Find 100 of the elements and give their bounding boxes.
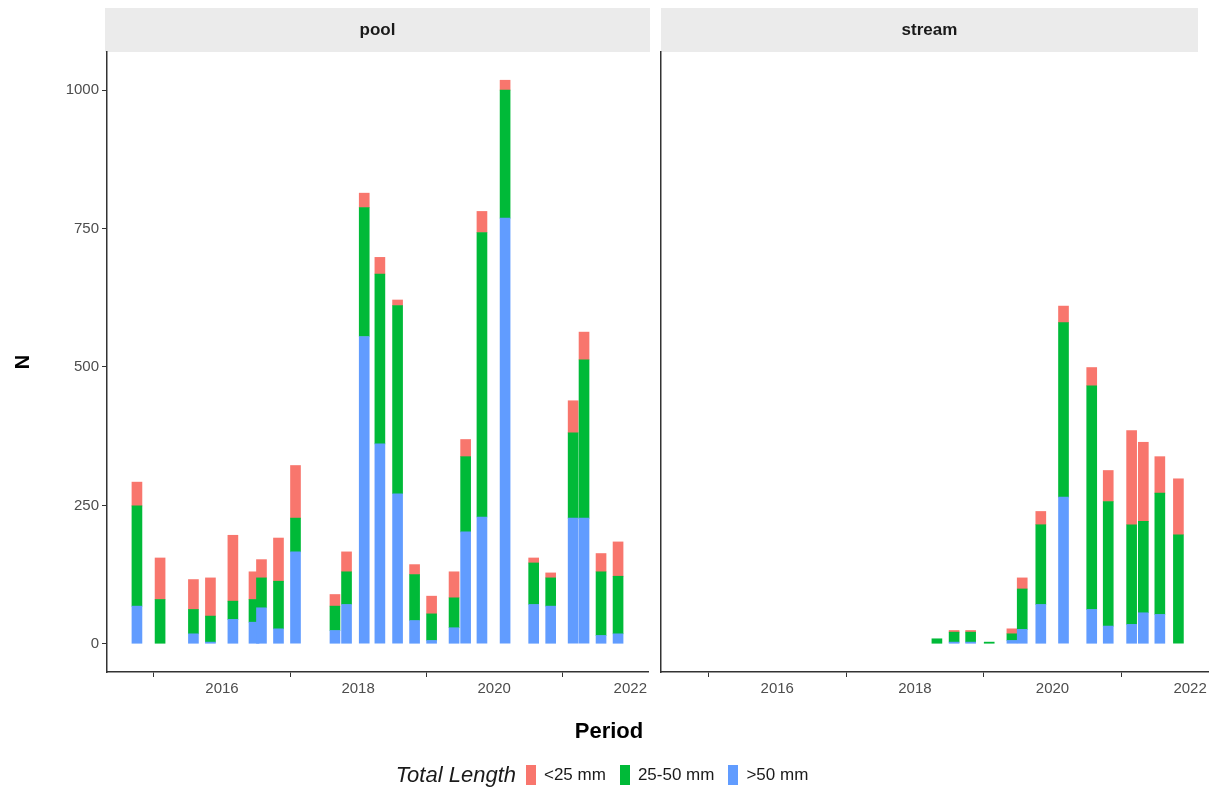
x-axis-title: Period (573, 718, 645, 744)
bar (595, 635, 607, 644)
bar (1058, 322, 1069, 498)
bar (545, 572, 557, 579)
bar (227, 534, 239, 602)
bar (358, 207, 370, 337)
bar (290, 551, 301, 644)
chart-title: stream (661, 8, 1198, 52)
bar (528, 557, 540, 564)
x-tick-label: 2016 (205, 679, 239, 697)
bar (154, 557, 166, 600)
bar (205, 577, 216, 617)
bar (528, 604, 540, 644)
x-tick-label: 2022 (1173, 679, 1207, 697)
x-tick-label: 2020 (1035, 679, 1070, 697)
bar (273, 628, 284, 644)
bar (1006, 633, 1018, 641)
bar (612, 633, 624, 644)
bar (290, 465, 301, 519)
bar (476, 232, 488, 518)
bar (1058, 496, 1069, 644)
x-tick-label: 2022 (613, 679, 647, 697)
bar (1086, 609, 1098, 644)
y-tick-label: 500 (73, 357, 99, 375)
bar (358, 336, 370, 644)
x-tick-label: 2018 (898, 679, 932, 697)
bar (545, 605, 557, 644)
bar (1058, 305, 1069, 324)
x-tick-label: 2016 (760, 679, 794, 697)
bar (341, 571, 352, 605)
bar (476, 516, 488, 644)
bar (341, 551, 352, 573)
y-tick-label: 750 (73, 218, 99, 236)
bar (392, 305, 403, 495)
bar (460, 439, 471, 457)
bar (448, 571, 460, 599)
bar (392, 493, 403, 644)
bar (499, 217, 511, 644)
bar (426, 613, 437, 641)
bar (931, 638, 943, 644)
bar (374, 273, 386, 445)
bar (1086, 385, 1098, 610)
bar (227, 619, 239, 644)
bar (273, 580, 284, 630)
bar (1154, 614, 1166, 644)
chart-title: pool (105, 8, 650, 52)
bar (131, 605, 143, 644)
bar (528, 562, 540, 605)
bar (290, 517, 301, 553)
bar (612, 541, 624, 577)
bar (426, 595, 437, 615)
bar (1016, 588, 1028, 630)
bar (329, 605, 341, 631)
legend-label: <25 mm (543, 765, 606, 785)
bar (448, 597, 460, 629)
y-tick-label: 0 (90, 633, 99, 651)
y-tick-label: 250 (73, 495, 99, 513)
bar (1173, 478, 1184, 536)
x-tick-label: 2018 (341, 679, 375, 697)
bar (205, 615, 216, 643)
bar (1102, 501, 1114, 627)
bar (1035, 604, 1047, 644)
bar (329, 594, 341, 607)
bar (131, 505, 143, 607)
bar (567, 400, 579, 434)
bar (965, 631, 976, 643)
bar (499, 89, 511, 219)
bar (460, 456, 471, 533)
bar (612, 575, 624, 635)
bar (1016, 577, 1028, 590)
bar (409, 564, 420, 575)
bar (1102, 470, 1114, 502)
bar (358, 192, 370, 208)
bar (426, 640, 437, 644)
bar (1154, 492, 1166, 615)
bar (1035, 524, 1047, 605)
legend-title: Total Length (395, 762, 516, 788)
bar (595, 571, 607, 636)
bar (131, 481, 143, 507)
bar (188, 609, 199, 635)
legend-label: >50 mm (746, 765, 809, 785)
bar (1173, 534, 1184, 644)
bar (273, 537, 284, 582)
bar (154, 599, 166, 644)
bar (545, 577, 557, 607)
bar (188, 633, 199, 644)
bar (409, 574, 420, 621)
y-tick-label: 1000 (65, 80, 99, 98)
x-tick-label: 2020 (477, 679, 511, 697)
bar (1035, 511, 1047, 526)
bar (188, 579, 199, 610)
bar (374, 257, 386, 275)
bar (374, 443, 386, 644)
y-axis-title: N (10, 354, 33, 370)
bar (1102, 625, 1114, 644)
bar (409, 620, 420, 644)
legend-label: 25-50 mm (637, 765, 715, 785)
bar (1154, 456, 1166, 494)
bar (476, 211, 488, 233)
bar (1086, 367, 1098, 387)
